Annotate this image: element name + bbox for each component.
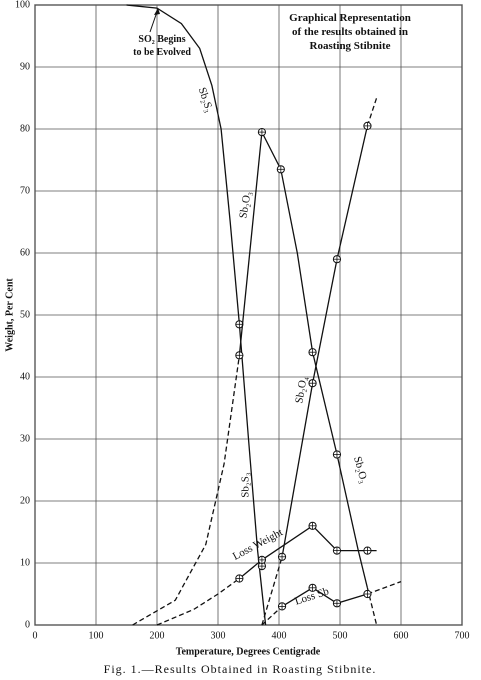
x-tick-label: 200 <box>150 630 165 641</box>
data-point <box>276 165 285 174</box>
y-tick-label: 20 <box>20 495 30 506</box>
data-point <box>277 602 287 611</box>
series-line <box>132 355 241 626</box>
x-tick-label: 400 <box>272 630 287 641</box>
series-label: Sb₂O₃ <box>351 455 370 485</box>
data-point <box>363 546 372 555</box>
series-line <box>366 97 378 127</box>
series-line <box>261 605 283 626</box>
series-line <box>261 556 283 626</box>
y-tick-label: 30 <box>20 433 30 444</box>
series-line <box>367 580 402 595</box>
chart-title: Graphical Representation of the results o… <box>289 12 411 52</box>
y-tick-label: 40 <box>20 371 30 382</box>
x-tick-label: 300 <box>211 630 226 641</box>
x-axis-label: Temperature, Degrees Centigrade <box>176 646 321 657</box>
y-tick-label: 50 <box>20 309 30 320</box>
data-point <box>277 552 287 561</box>
data-point <box>235 574 244 583</box>
y-tick-label: 60 <box>20 247 30 258</box>
series-line <box>238 129 369 588</box>
data-point <box>257 562 267 571</box>
data-point <box>308 348 317 357</box>
y-tick-label: 0 <box>25 619 30 630</box>
data-point <box>257 128 267 137</box>
y-tick-label: 10 <box>20 557 30 568</box>
series-line <box>281 587 368 607</box>
annotation: SO₂ Begins to be Evolved <box>133 34 191 58</box>
data-point <box>363 121 372 131</box>
x-tick-label: 0 <box>33 630 38 641</box>
series-label: Sb₂S₃ <box>240 472 252 498</box>
data-point <box>363 589 372 599</box>
data-point <box>257 555 267 565</box>
data-point <box>308 583 317 592</box>
data-point <box>332 599 342 608</box>
y-tick-label: 80 <box>20 123 30 134</box>
data-point <box>235 351 244 360</box>
series-label: Sb₂O₄ <box>293 375 310 404</box>
data-point <box>308 379 317 388</box>
data-point <box>235 320 244 329</box>
caption: Fig. 1.—Results Obtained in Roasting Sti… <box>104 662 377 676</box>
y-tick-label: 100 <box>15 0 30 10</box>
data-point <box>332 546 342 555</box>
x-tick-label: 700 <box>455 630 470 641</box>
y-tick-label: 90 <box>20 61 30 72</box>
x-tick-label: 500 <box>333 630 348 641</box>
series-line <box>281 125 369 557</box>
data-point <box>332 255 342 264</box>
y-axis-label: Weight, Per Cent <box>4 278 15 352</box>
data-point <box>308 521 317 530</box>
series-line <box>366 587 378 626</box>
x-tick-label: 100 <box>89 630 104 641</box>
series-label: Sb₂O₃ <box>237 190 254 219</box>
x-tick-label: 600 <box>394 630 409 641</box>
y-tick-label: 70 <box>20 185 30 196</box>
data-point <box>332 450 342 459</box>
series-line <box>156 577 240 626</box>
series-line <box>126 4 267 626</box>
